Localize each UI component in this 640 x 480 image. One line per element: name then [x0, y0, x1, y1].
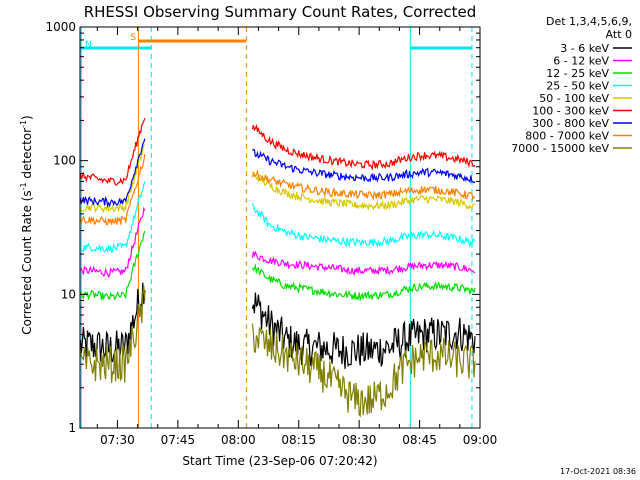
- x-tick-label-1: 07:45: [161, 433, 196, 447]
- legend-label-8: 7000 - 15000 keV: [511, 142, 609, 155]
- series-post-2: [251, 263, 476, 302]
- marker-label-1: N: [85, 40, 92, 50]
- legend-label-5: 100 - 300 keV: [532, 105, 609, 118]
- y-axis-label-main: Corrected Count Rate (s: [20, 190, 34, 334]
- x-tick-label-0: 07:30: [100, 433, 135, 447]
- y-axis-label: Corrected Count Rate (s-1 detector-1): [19, 115, 34, 334]
- legend-label-4: 50 - 100 keV: [539, 92, 609, 105]
- y-axis-label-mid: detector: [20, 128, 34, 183]
- series-post-6: [251, 148, 476, 184]
- legend-label-1: 6 - 12 keV: [553, 55, 609, 68]
- legend-label-6: 300 - 800 keV: [532, 117, 609, 130]
- series-pre-1: [79, 206, 146, 278]
- legend-label-2: 12 - 25 keV: [546, 67, 609, 80]
- y-tick-label-3: 1000: [45, 20, 76, 34]
- legend-label-7: 800 - 7000 keV: [525, 130, 609, 143]
- x-tick-label-6: 09:00: [463, 433, 498, 447]
- x-tick-label-3: 08:15: [281, 433, 316, 447]
- y-tick-label-0: 1: [68, 421, 76, 435]
- series-pre-7: [79, 153, 146, 226]
- legend-header-line1: Det 1,3,4,5,6,9,: [546, 15, 632, 28]
- legend-label-0: 3 - 6 keV: [560, 42, 609, 55]
- series-pre-0: [79, 282, 146, 363]
- x-tick-label-4: 08:30: [342, 433, 377, 447]
- footer-date: 17-Oct-2021 08:36: [560, 467, 636, 476]
- series-post-7: [251, 169, 476, 201]
- series-pre-5: [79, 117, 146, 186]
- series-post-1: [251, 250, 476, 277]
- x-tick-label-5: 08:45: [402, 433, 437, 447]
- x-axis-label: Start Time (23-Sep-06 07:20:42): [182, 454, 377, 468]
- plot-area: S N 1 10 100 1000 07:30 07:45 08:00 08:15 08:30 08:…: [45, 20, 497, 447]
- series-post-3: [251, 203, 476, 249]
- chart-title: RHESSI Observing Summary Count Rates, Co…: [84, 3, 477, 21]
- x-tick-label-2: 08:00: [221, 433, 256, 447]
- plot-frame: [79, 26, 481, 429]
- series-pre-2: [79, 230, 146, 301]
- series-pre-6: [79, 138, 146, 209]
- series-post-8: [251, 323, 476, 418]
- y-tick-label-1: 10: [61, 287, 76, 301]
- y-axis-label-sup2: -1: [19, 120, 28, 128]
- y-axis-label-end: ): [20, 115, 34, 120]
- series-pre-4: [79, 144, 145, 214]
- y-axis-label-sup1: -1: [19, 182, 28, 190]
- series-post-5: [251, 123, 476, 171]
- y-tick-label-2: 100: [53, 154, 76, 168]
- legend-label-3: 25 - 50 keV: [546, 80, 609, 93]
- series-pre-3: [80, 181, 146, 253]
- series-pre-8: [79, 286, 146, 383]
- marker-label-0: S: [130, 33, 136, 43]
- series-post-4: [251, 171, 476, 211]
- legend-header-line2: Att 0: [606, 28, 632, 41]
